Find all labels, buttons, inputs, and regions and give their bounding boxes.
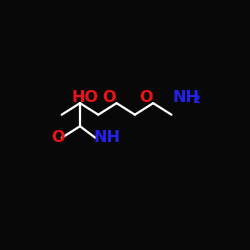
Text: O: O xyxy=(140,90,153,105)
Text: NH: NH xyxy=(172,90,200,105)
Text: O: O xyxy=(102,90,116,105)
Text: HO: HO xyxy=(71,90,98,105)
Text: NH: NH xyxy=(94,130,120,145)
Text: 2: 2 xyxy=(192,95,200,105)
Text: O: O xyxy=(51,130,64,145)
